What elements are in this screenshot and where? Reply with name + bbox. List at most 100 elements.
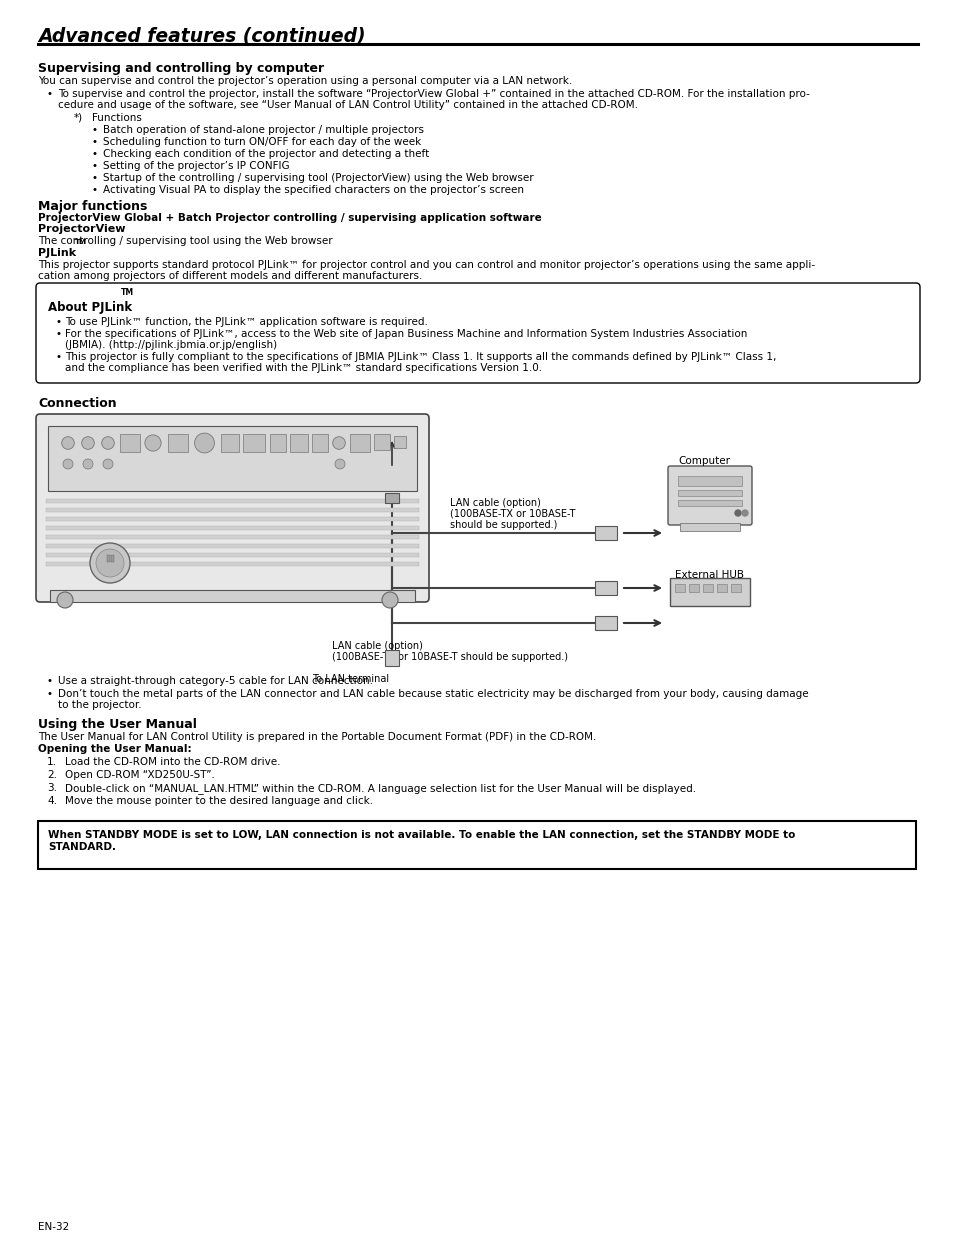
Text: •: • [91, 149, 98, 159]
Bar [385, 493, 398, 503]
Bar [48, 426, 416, 492]
Text: should be supported.): should be supported.) [450, 520, 557, 530]
Circle shape [734, 510, 740, 516]
Text: Move the mouse pointer to the desired language and click.: Move the mouse pointer to the desired la… [65, 797, 373, 806]
Bar [221, 433, 239, 452]
Bar [678, 490, 741, 496]
Bar [350, 433, 370, 452]
Text: Don’t touch the metal parts of the LAN connector and LAN cable because static el: Don’t touch the metal parts of the LAN c… [58, 689, 808, 699]
Bar [394, 436, 406, 448]
Bar [385, 650, 398, 666]
FancyBboxPatch shape [667, 466, 751, 525]
Circle shape [90, 543, 130, 583]
Text: •: • [91, 161, 98, 170]
Text: TM: TM [75, 238, 87, 245]
Text: •: • [47, 689, 53, 699]
Text: Batch operation of stand-alone projector / multiple projectors: Batch operation of stand-alone projector… [103, 125, 423, 135]
Bar [374, 433, 390, 450]
Bar [678, 475, 741, 487]
Text: LAN cable (option): LAN cable (option) [332, 641, 422, 651]
Text: to the projector.: to the projector. [58, 700, 141, 710]
Text: 4.: 4. [47, 797, 57, 806]
Bar [46, 499, 418, 503]
Text: Startup of the controlling / supervising tool (ProjectorView) using the Web brow: Startup of the controlling / supervising… [103, 173, 533, 183]
Bar [46, 535, 418, 538]
Circle shape [741, 510, 747, 516]
Text: PJLink: PJLink [38, 248, 76, 258]
Text: Double-click on “MANUAL_LAN.HTML” within the CD-ROM. A language selection list f: Double-click on “MANUAL_LAN.HTML” within… [65, 783, 696, 794]
Text: The User Manual for LAN Control Utility is prepared in the Portable Document For: The User Manual for LAN Control Utility … [38, 732, 596, 742]
Text: This projector supports standard protocol PJLink™ for projector control and you : This projector supports standard protoco… [38, 261, 814, 270]
Bar [38, 821, 915, 869]
Text: Load the CD-ROM into the CD-ROM drive.: Load the CD-ROM into the CD-ROM drive. [65, 757, 280, 767]
Bar [688, 584, 699, 592]
Circle shape [63, 459, 73, 469]
Bar [270, 433, 286, 452]
Bar [168, 433, 188, 452]
Bar [243, 433, 265, 452]
Text: When STANDBY MODE is set to LOW, LAN connection is not available. To enable the : When STANDBY MODE is set to LOW, LAN con… [48, 830, 795, 840]
Bar [669, 578, 749, 606]
Bar [46, 517, 418, 521]
Text: •: • [56, 317, 62, 327]
Bar [702, 584, 712, 592]
Text: To use PJLink™ function, the PJLink™ application software is required.: To use PJLink™ function, the PJLink™ app… [65, 317, 428, 327]
Text: 3.: 3. [47, 783, 57, 793]
Bar [120, 433, 140, 452]
Bar [111, 555, 113, 562]
Circle shape [102, 437, 114, 450]
Text: •: • [56, 352, 62, 362]
Text: 2.: 2. [47, 769, 57, 781]
Text: This projector is fully compliant to the specifications of JBMIA PJLink™ Class 1: This projector is fully compliant to the… [65, 352, 776, 362]
Text: •: • [91, 173, 98, 183]
Bar [595, 526, 617, 540]
Text: Checking each condition of the projector and detecting a theft: Checking each condition of the projector… [103, 149, 429, 159]
Text: (100BASE-TX or 10BASE-T should be supported.): (100BASE-TX or 10BASE-T should be suppor… [332, 652, 567, 662]
Text: •: • [47, 89, 53, 99]
Text: and the compliance has been verified with the PJLink™ standard specifications Ve: and the compliance has been verified wit… [65, 363, 541, 373]
Text: Opening the User Manual:: Opening the User Manual: [38, 743, 192, 755]
Text: •: • [91, 137, 98, 147]
Bar [46, 553, 418, 557]
Text: Major functions: Major functions [38, 200, 147, 212]
Bar [595, 616, 617, 630]
Text: cedure and usage of the software, see “User Manual of LAN Control Utility” conta: cedure and usage of the software, see “U… [58, 100, 638, 110]
Bar [290, 433, 308, 452]
Text: Setting of the projector’s IP CONFIG: Setting of the projector’s IP CONFIG [103, 161, 290, 170]
Circle shape [335, 459, 345, 469]
FancyBboxPatch shape [36, 414, 429, 601]
Circle shape [145, 435, 161, 451]
Text: •: • [91, 185, 98, 195]
Text: •: • [47, 676, 53, 685]
Text: The controlling / supervising tool using the Web browser: The controlling / supervising tool using… [38, 236, 333, 246]
Text: STANDARD.: STANDARD. [48, 842, 116, 852]
Text: ProjectorView: ProjectorView [38, 224, 126, 233]
Text: TM: TM [121, 288, 134, 296]
Bar [46, 526, 418, 530]
Circle shape [96, 550, 124, 577]
Text: Advanced features (continued): Advanced features (continued) [38, 26, 365, 44]
Bar [679, 522, 740, 531]
Circle shape [381, 592, 397, 608]
Text: ProjectorView Global + Batch Projector controlling / supervising application sof: ProjectorView Global + Batch Projector c… [38, 212, 541, 224]
Text: Activating Visual PA to display the specified characters on the projector’s scre: Activating Visual PA to display the spec… [103, 185, 523, 195]
Circle shape [83, 459, 92, 469]
Bar [678, 500, 741, 506]
Text: You can supervise and control the projector’s operation using a personal compute: You can supervise and control the projec… [38, 77, 572, 86]
Text: To LAN terminal: To LAN terminal [312, 674, 389, 684]
Circle shape [57, 592, 73, 608]
Text: *): *) [74, 112, 83, 124]
Text: About PJLink: About PJLink [48, 301, 132, 314]
Text: (JBMIA). (http://pjlink.jbmia.or.jp/english): (JBMIA). (http://pjlink.jbmia.or.jp/engl… [65, 340, 276, 350]
Text: LAN cable (option): LAN cable (option) [450, 498, 540, 508]
Bar [50, 590, 415, 601]
Text: EN-32: EN-32 [38, 1221, 70, 1233]
Bar [46, 508, 418, 513]
Text: To supervise and control the projector, install the software “ProjectorView Glob: To supervise and control the projector, … [58, 89, 809, 99]
Text: Functions: Functions [91, 112, 142, 124]
Text: Using the User Manual: Using the User Manual [38, 718, 196, 731]
Text: External HUB: External HUB [675, 571, 743, 580]
Text: Connection: Connection [38, 396, 116, 410]
Bar [107, 555, 110, 562]
Bar [46, 562, 418, 566]
